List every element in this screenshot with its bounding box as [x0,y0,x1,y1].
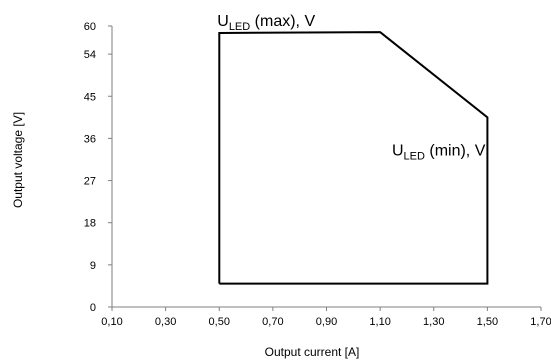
y-tick-label: 27 [84,176,96,188]
x-tick-label: 0,90 [316,316,337,328]
x-tick-label: 1,70 [530,316,551,328]
y-tick-label: 45 [84,91,96,103]
annotation-subscript: LED [229,21,250,33]
annotation-uled-max: ULED (max), V [217,13,315,33]
series-group [218,31,489,285]
y-axis-title: Output voltage [V] [11,112,25,208]
annotation-subscript: LED [404,150,425,162]
y-tick-label: 18 [84,218,96,230]
annotation-main: U [217,13,229,30]
y-tick-label: 60 [84,21,96,33]
annotation-rest: (max), V [250,13,315,30]
x-tick-label: 0,50 [209,316,230,328]
x-tick-label: 1,50 [477,316,498,328]
y-tick-label: 36 [84,133,96,145]
y-tick-label: 9 [90,260,96,272]
y-tick-label: 0 [90,302,96,314]
annotation-main: U [392,142,404,159]
x-tick-label: 0,10 [101,316,122,328]
annotation-uled-min: ULED (min), V [392,142,486,162]
x-tick-labels: 0,10 0,30 0,50 0,70 0,90 1,10 1,30 1,50 1,70 [101,316,551,328]
x-tick-label: 1,10 [369,316,390,328]
x-axis-title: Output current [A] [265,345,360,359]
x-tick-label: 0,70 [262,316,283,328]
x-tick-label: 1,30 [423,316,444,328]
y-tick-label: 54 [84,49,96,61]
y-tick-labels: 0 9 18 27 36 45 54 60 [84,21,96,314]
x-tick-label: 0,30 [155,316,176,328]
operating-area-line [218,31,489,285]
annotation-rest: (min), V [425,142,486,159]
axes [108,25,542,311]
